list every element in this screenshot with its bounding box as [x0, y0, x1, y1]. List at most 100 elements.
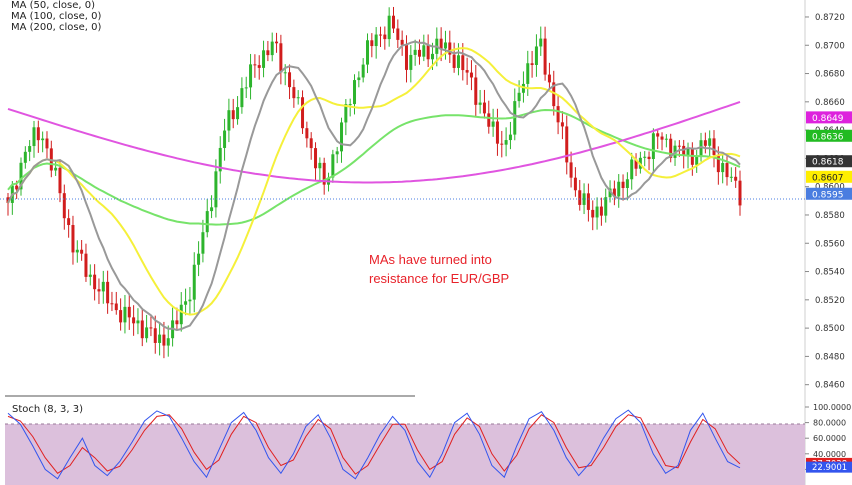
- candle-body: [469, 72, 473, 78]
- candle-body: [348, 104, 352, 106]
- price-label-text: 0.8636: [812, 132, 844, 142]
- candle-body: [192, 264, 196, 300]
- candle-body: [651, 133, 655, 160]
- candle-body: [556, 106, 560, 123]
- candle-body: [465, 70, 469, 73]
- candle-body: [656, 133, 660, 137]
- candle-body: [703, 140, 707, 146]
- ma100-line: [7, 47, 741, 316]
- price-tick-label: 0.8560: [815, 239, 845, 249]
- candle-body: [565, 126, 569, 163]
- legend-ma50: MA (50, close, 0): [11, 0, 96, 11]
- price-label-box: [806, 187, 852, 200]
- price-tick-label: 0.8600: [815, 183, 845, 193]
- candle-body: [236, 107, 240, 120]
- candle-body: [716, 154, 720, 173]
- candle-body: [166, 338, 170, 346]
- candle-body: [197, 253, 201, 265]
- candle-body: [149, 327, 153, 329]
- candle-body: [439, 38, 443, 49]
- candle-body: [240, 88, 244, 108]
- candle-body: [6, 197, 10, 203]
- price-tick-label: 0.8660: [815, 98, 845, 108]
- candle-body: [391, 15, 395, 29]
- candle-body: [686, 148, 690, 156]
- candle-body: [643, 156, 647, 158]
- candle-body: [452, 54, 456, 68]
- price-label-text: 0.8607: [812, 173, 844, 183]
- stoch-value-text: 22.9001: [812, 463, 847, 473]
- stochastic-label: Stoch (8, 3, 3): [12, 404, 84, 415]
- candle-body: [97, 289, 101, 292]
- candle-body: [114, 303, 118, 311]
- stochastic-lines: [7, 409, 741, 480]
- candle-body: [383, 34, 387, 40]
- candle-body: [145, 327, 149, 339]
- price-tick-label: 0.8680: [815, 70, 845, 80]
- candle-body: [301, 97, 305, 129]
- candle-body: [175, 320, 179, 325]
- candle-body: [448, 42, 452, 55]
- stoch-tick-label: 60.0000: [813, 434, 846, 443]
- candle-body: [482, 102, 486, 114]
- price-axis-ticks: 0.87200.87000.86800.86600.86400.86200.86…: [805, 13, 845, 391]
- candle-body: [270, 41, 274, 56]
- candle-body: [409, 54, 413, 70]
- candle-body: [266, 50, 270, 56]
- candle-body: [140, 320, 144, 339]
- candle-body: [617, 181, 621, 197]
- ma-legend: MA (50, close, 0) MA (100, close, 0) MA …: [11, 0, 101, 33]
- stochastic-band: [5, 424, 805, 485]
- candle-body: [45, 138, 49, 149]
- candle-body: [279, 43, 283, 73]
- candle-body: [569, 162, 573, 178]
- candle-body: [560, 122, 564, 127]
- candle-body: [361, 64, 365, 78]
- candle-body: [80, 249, 84, 254]
- candle-body: [660, 136, 664, 140]
- candle-body: [318, 162, 322, 169]
- candle-body: [396, 28, 400, 40]
- candle-body: [508, 134, 512, 141]
- candle-body: [153, 328, 157, 343]
- candle-body: [443, 42, 447, 49]
- stoch-k-line: [7, 409, 741, 480]
- price-tick-label: 0.8480: [815, 352, 845, 362]
- candle-body: [71, 225, 75, 253]
- candle-body: [738, 180, 742, 206]
- candle-body: [417, 49, 421, 57]
- candle-body: [309, 138, 313, 149]
- price-label-text: 0.8649: [812, 114, 844, 124]
- candle-body: [93, 274, 97, 290]
- price-tick-label: 0.8500: [815, 324, 845, 334]
- candle-body: [249, 64, 253, 88]
- candle-body: [331, 154, 335, 178]
- candle-body: [353, 80, 357, 105]
- stoch-d-line: [7, 414, 741, 475]
- price-label-box: [806, 155, 852, 168]
- candle-body: [456, 55, 460, 68]
- candle-body: [101, 281, 105, 292]
- candle-body: [36, 127, 40, 141]
- candle-body: [188, 299, 192, 302]
- candle-body: [404, 44, 408, 70]
- candle-body: [591, 209, 595, 218]
- candle-body: [136, 320, 140, 324]
- candle-body: [340, 122, 344, 152]
- candle-body: [184, 301, 188, 305]
- candle-body: [28, 146, 32, 152]
- legend-ma200: MA (200, close, 0): [11, 22, 102, 33]
- candle-body: [543, 38, 547, 75]
- candle-body: [461, 55, 465, 71]
- ma50-line: [7, 40, 741, 332]
- stoch-tick-label: 80.0000: [813, 419, 846, 428]
- candle-body: [547, 74, 551, 83]
- candle-body: [227, 110, 231, 131]
- candle-body: [378, 34, 382, 36]
- candle-body: [552, 82, 556, 107]
- price-axis-labels: 0.8649 0.8636 0.8618 0.8607 0.8595: [806, 111, 852, 200]
- candle-body: [491, 121, 495, 127]
- candle-body: [244, 87, 248, 89]
- candle-body: [400, 39, 404, 45]
